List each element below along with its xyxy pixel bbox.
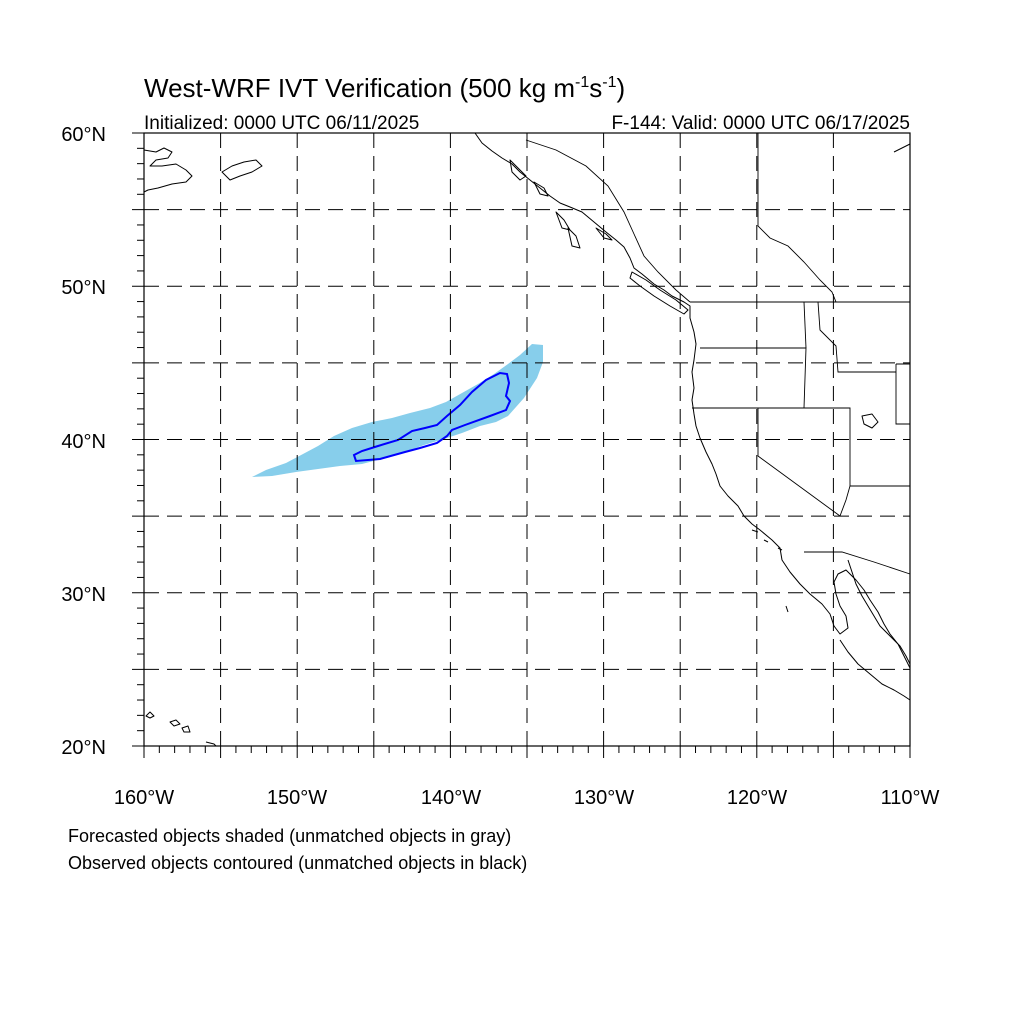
lon-label-110w: 110°W	[881, 787, 940, 809]
lon-label-130w: 130°W	[574, 787, 634, 809]
coastline-gulf-of-california	[847, 559, 911, 665]
lon-label-140w: 140°W	[421, 787, 481, 809]
coastline-north-america	[474, 132, 911, 669]
axis-ticks	[132, 132, 911, 758]
coastline-kodiak	[221, 159, 263, 181]
longitude-labels: 160°W 150°W 140°W 130°W 120°W 110°W	[114, 787, 940, 809]
lon-label-160w: 160°W	[114, 787, 174, 809]
coastline-alaska-peninsula	[143, 147, 193, 193]
coastline-hawaii	[145, 711, 217, 747]
lat-label-30n: 30°N	[61, 584, 106, 606]
great-salt-lake	[861, 413, 879, 429]
coastline-mexico-mainland	[839, 639, 911, 701]
forecast-ivt-object	[252, 344, 543, 477]
map-title: West-WRF IVT Verification (500 kg m-1s-1…	[144, 73, 625, 103]
valid-time: F-144: Valid: 0000 UTC 06/17/2025	[611, 113, 910, 134]
lon-label-120w: 120°W	[727, 787, 787, 809]
lat-label-50n: 50°N	[61, 277, 106, 299]
political-borders	[525, 133, 911, 575]
observed-ivt-contour	[352, 371, 512, 463]
lon-label-150w: 150°W	[267, 787, 327, 809]
latitude-labels: 60°N 50°N 40°N 30°N 20°N	[61, 124, 106, 759]
coastline-top-right	[893, 143, 911, 153]
lat-label-60n: 60°N	[61, 124, 106, 146]
footnote-forecast: Forecasted objects shaded (unmatched obj…	[68, 826, 511, 846]
plot-area	[143, 132, 911, 747]
graticule	[144, 133, 910, 746]
coastline-alaska-islands	[509, 159, 613, 249]
lat-label-40n: 40°N	[61, 431, 106, 453]
init-time: Initialized: 0000 UTC 06/11/2025	[144, 113, 419, 134]
coastline-islands	[751, 529, 789, 613]
lat-label-20n: 20°N	[61, 737, 106, 759]
footnote-observed: Observed objects contoured (unmatched ob…	[68, 853, 527, 873]
